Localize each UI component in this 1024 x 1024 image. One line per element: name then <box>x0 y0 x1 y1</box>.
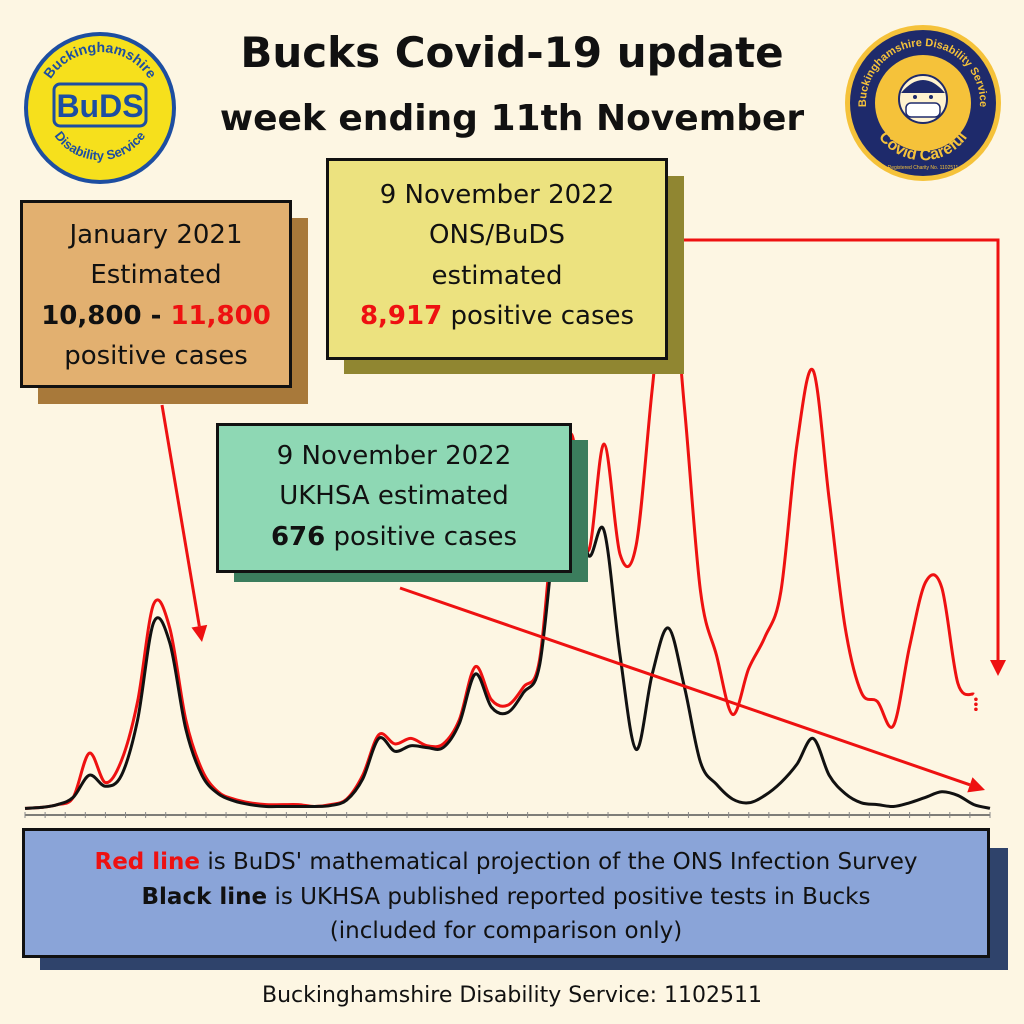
red-line-end-dot <box>974 697 978 702</box>
legend-note: (included for comparison only) <box>329 918 683 944</box>
legend-black: Black line is UKHSA published reported p… <box>25 880 987 915</box>
jan-range: 10,800 - 11,800 <box>23 296 289 336</box>
jan-line2: Estimated <box>90 260 222 291</box>
ons-value-suffix: positive cases <box>442 300 635 331</box>
ons-line1: 9 November 2022 <box>379 180 615 210</box>
red-line-end-dot <box>974 702 978 707</box>
jan2021-annotation: January 2021 Estimated 10,800 - 11,800 p… <box>20 200 292 388</box>
page-subtitle: week ending 11th November <box>219 98 805 139</box>
jan-arrow-head <box>191 624 208 642</box>
ons-line3: estimated <box>431 260 563 291</box>
legend-black-label: Black line <box>141 883 268 910</box>
page-title: Bucks Covid-19 update <box>240 28 784 77</box>
legend-red-text: is BuDS' mathematical projection of the … <box>200 849 918 875</box>
jan-range-low: 10,800 <box>41 300 142 331</box>
footer: Buckinghamshire Disability Service: 1102… <box>262 983 762 1008</box>
ons-value: 8,917 <box>359 300 443 331</box>
logo-charity-text: Registered Charity No. 1102511 <box>888 165 959 171</box>
ons-annotation: 9 November 2022 ONS/BuDS estimated 8,917… <box>326 158 668 360</box>
ukhsa-line2: UKHSA estimated <box>279 481 509 512</box>
ons-value-line: 8,917 positive cases <box>329 296 665 336</box>
jan-range-sep: - <box>141 300 171 331</box>
jan-range-high: 11,800 <box>170 300 271 331</box>
legend-red-label: Red line <box>94 849 201 875</box>
legend-red: Red line is BuDS' mathematical projectio… <box>25 845 987 880</box>
red-line-end-dot <box>974 707 978 712</box>
x-axis-ticks <box>24 812 991 818</box>
ons-arrow-head <box>990 660 1006 676</box>
ukhsa-annotation: 9 November 2022 UKHSA estimated 676 posi… <box>216 423 572 573</box>
covid-careful-logo: Buckinghamshire Disability Service Covid… <box>845 25 1001 181</box>
buds-logo: Buckinghamshire Disability Service BuDS <box>24 32 176 184</box>
ukhsa-value: 676 <box>270 521 326 552</box>
ukhsa-arrow <box>399 586 971 787</box>
arrow-layer <box>160 238 1006 793</box>
ons-line2: ONS/BuDS <box>428 220 566 251</box>
logo-center-text: BuDS <box>56 88 143 124</box>
masked-face-icon <box>898 74 948 124</box>
ukhsa-line1: 9 November 2022 <box>276 441 512 471</box>
ukhsa-value-line: 676 positive cases <box>219 517 569 557</box>
jan-line1: January 2021 <box>69 220 243 250</box>
ons-arrow <box>668 238 1000 660</box>
black-line-series <box>24 455 991 810</box>
ukhsa-value-suffix: positive cases <box>325 521 518 552</box>
legend: Red line is BuDS' mathematical projectio… <box>22 828 990 958</box>
series-layer <box>24 249 991 810</box>
legend-black-text: is UKHSA published reported positive tes… <box>267 883 871 910</box>
ukhsa-arrow-head <box>967 777 985 793</box>
jan-line4: positive cases <box>64 340 248 371</box>
jan-arrow <box>160 404 201 627</box>
